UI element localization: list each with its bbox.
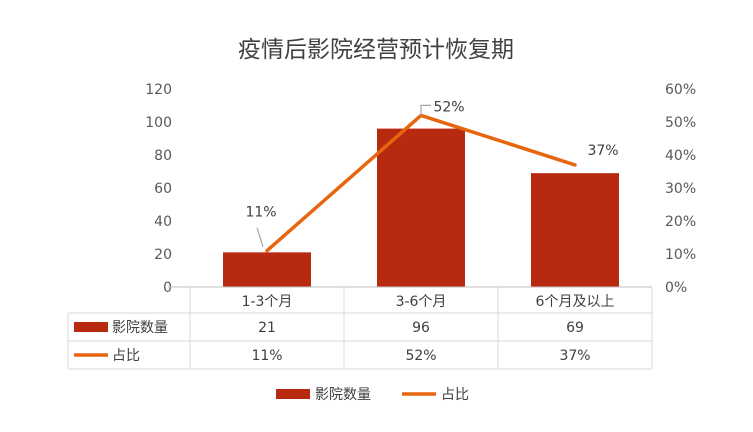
line-layer: 11% 52% 37% [245,99,619,253]
line-data-label: 11% [245,205,276,221]
data-label-leader [256,227,264,247]
y-left-tick-label: 100 [145,115,172,131]
line-data-label: 37% [587,143,618,159]
y-left-tick-label: 20 [154,247,172,263]
bar-3-6个月 [377,128,465,287]
axes-layer: 0 20 40 60 80 100 120 0% 10% 20% 30% 40% 50% 60% [145,82,696,296]
table-cell: 11% [251,348,282,364]
x-category-label: 1-3个月 [242,294,293,310]
legend-bar-icon [276,389,310,399]
legend-label: 影院数量 [315,387,371,403]
table-cell: 52% [405,348,436,364]
table-row-label: 影院数量 [112,320,168,336]
table-cell: 69 [566,320,584,336]
y-right-tick-label: 60% [665,82,696,98]
bar-6个月及以上 [531,173,619,287]
y-left-tick-label: 0 [163,280,172,296]
y-right-tick-label: 30% [665,181,696,197]
y-left-tick-label: 80 [154,148,172,164]
x-category-label: 3-6个月 [396,294,447,310]
bar-1-3个月 [223,252,311,287]
table-row-label: 占比 [112,348,140,364]
y-right-tick-label: 20% [665,214,696,230]
y-left-tick-label: 120 [145,82,172,98]
table-cell: 21 [258,320,276,336]
table-cell: 37% [559,348,590,364]
legend: 影院数量 占比 [276,387,469,403]
y-left-tick-label: 60 [154,181,172,197]
y-left-tick-label: 40 [154,214,172,230]
y-right-tick-label: 0% [665,280,687,296]
bars-layer [223,128,619,287]
y-right-tick-label: 10% [665,247,696,263]
x-category-label: 6个月及以上 [536,294,615,310]
y-right-tick-label: 40% [665,148,696,164]
table-cell: 96 [412,320,430,336]
line-data-label: 52% [433,99,464,115]
y-right-tick-label: 50% [665,115,696,131]
data-label-leader [420,104,431,116]
chart-title: 疫情后影院经营预计恢复期 [238,37,514,63]
legend-label: 占比 [441,387,469,403]
table-legend-bar-icon [74,322,108,332]
